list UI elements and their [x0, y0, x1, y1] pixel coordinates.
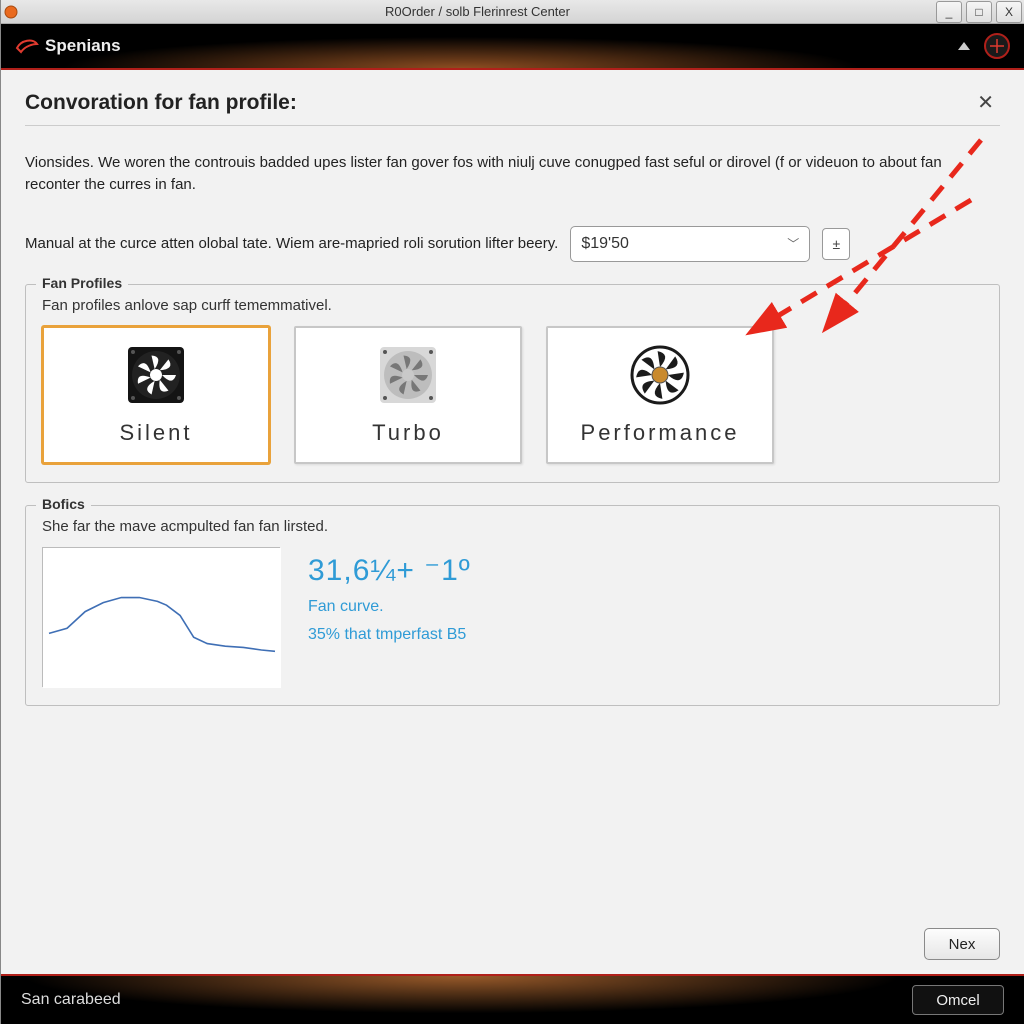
- fan-icon: [376, 343, 440, 410]
- profile-label: Performance: [581, 420, 740, 446]
- stat-temperature: 31,6¼+ ⁻1º: [308, 553, 471, 588]
- maximize-button[interactable]: □: [966, 1, 992, 23]
- fan-curve-chart: [42, 547, 280, 687]
- window-title: R0Order / solb Flerinrest Center: [21, 4, 934, 19]
- status-text: San carabeed: [21, 991, 121, 1009]
- profile-row: Silent Turbo Performance: [42, 326, 983, 464]
- rog-eye-icon: [15, 34, 39, 58]
- select-value: $19'50: [581, 235, 629, 253]
- chart-stats: 31,6¼+ ⁻1º Fan curve. 35% that tmperfast…: [308, 547, 471, 644]
- stat-line-2: 35% that tmperfast B5: [308, 626, 471, 644]
- bofics-fieldset: Bofics She far the mave acmpulted fan fa…: [25, 505, 1000, 706]
- content-area: Convoration for fan profile: ✕ Vionsides…: [1, 70, 1024, 974]
- stat-line-1: Fan curve.: [308, 598, 471, 616]
- profile-card-silent[interactable]: Silent: [42, 326, 270, 464]
- brand-bar: Spenians: [1, 24, 1024, 70]
- bofics-desc: She far the mave acmpulted fan fan lirst…: [42, 518, 983, 535]
- select-label: Manual at the curce atten olobal tate. W…: [25, 235, 558, 252]
- profile-select[interactable]: $19'50 ﹀: [570, 226, 810, 262]
- page-header: Convoration for fan profile: ✕: [25, 88, 1000, 126]
- cancel-button[interactable]: Omcel: [912, 985, 1004, 1015]
- fan-profiles-desc: Fan profiles anlove sap curff tememmativ…: [42, 297, 983, 314]
- app-window: R0Order / solb Flerinrest Center _ □ X S…: [0, 0, 1024, 1024]
- stepper-button[interactable]: ±: [822, 228, 850, 260]
- brand-logo: Spenians: [15, 34, 121, 58]
- titlebar-app-icon: [1, 5, 21, 19]
- intro-text: Vionsides. We woren the controuis badded…: [25, 152, 1000, 196]
- profile-label: Silent: [119, 420, 192, 446]
- bofics-legend: Bofics: [36, 496, 91, 512]
- profile-label: Turbo: [372, 420, 444, 446]
- profile-card-turbo[interactable]: Turbo: [294, 326, 522, 464]
- collapse-icon[interactable]: [958, 42, 970, 50]
- close-window-button[interactable]: X: [996, 1, 1022, 23]
- fan-icon: [124, 343, 188, 410]
- footer-buttons: Nex: [924, 928, 1000, 960]
- select-row: Manual at the curce atten olobal tate. W…: [25, 226, 1000, 262]
- minimize-button[interactable]: _: [936, 1, 962, 23]
- target-icon[interactable]: [984, 33, 1010, 59]
- fan-profiles-fieldset: Fan Profiles Fan profiles anlove sap cur…: [25, 284, 1000, 483]
- window-controls: _ □ X: [934, 0, 1024, 23]
- fan-profiles-legend: Fan Profiles: [36, 275, 128, 291]
- bottom-bar: San carabeed Omcel: [1, 974, 1024, 1024]
- fan-icon: [628, 343, 692, 410]
- chevron-down-icon: ﹀: [787, 235, 799, 252]
- titlebar: R0Order / solb Flerinrest Center _ □ X: [1, 0, 1024, 24]
- profile-card-performance[interactable]: Performance: [546, 326, 774, 464]
- brand-name: Spenians: [45, 36, 121, 56]
- next-button[interactable]: Nex: [924, 928, 1000, 960]
- page-title: Convoration for fan profile:: [25, 91, 297, 115]
- close-panel-button[interactable]: ✕: [971, 88, 1000, 117]
